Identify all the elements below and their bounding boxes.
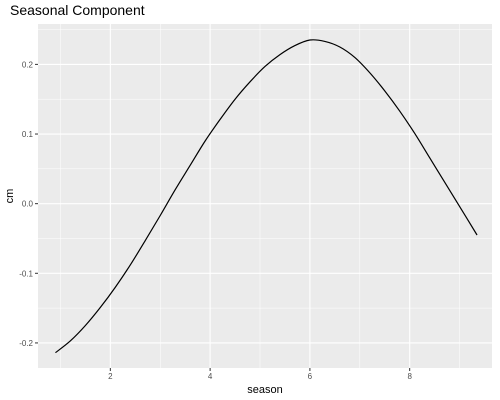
chart-title: Seasonal Component bbox=[10, 2, 145, 18]
x-tick-label: 2 bbox=[108, 372, 113, 381]
x-axis: 2 4 6 8 bbox=[108, 368, 412, 381]
x-tick-label: 6 bbox=[308, 372, 313, 381]
y-axis-title: cm bbox=[4, 189, 16, 204]
x-axis-title: season bbox=[247, 384, 282, 396]
y-axis: -0.2 -0.1 0.0 0.1 0.2 bbox=[19, 60, 38, 348]
y-tick-label: 0.0 bbox=[22, 200, 34, 209]
y-tick-label: 0.2 bbox=[22, 60, 34, 69]
x-tick-label: 4 bbox=[208, 372, 213, 381]
y-tick-label: -0.1 bbox=[19, 269, 33, 278]
plot-panel bbox=[38, 24, 492, 368]
y-tick-label: -0.2 bbox=[19, 339, 33, 348]
y-tick-label: 0.1 bbox=[22, 130, 34, 139]
x-tick-label: 8 bbox=[407, 372, 412, 381]
